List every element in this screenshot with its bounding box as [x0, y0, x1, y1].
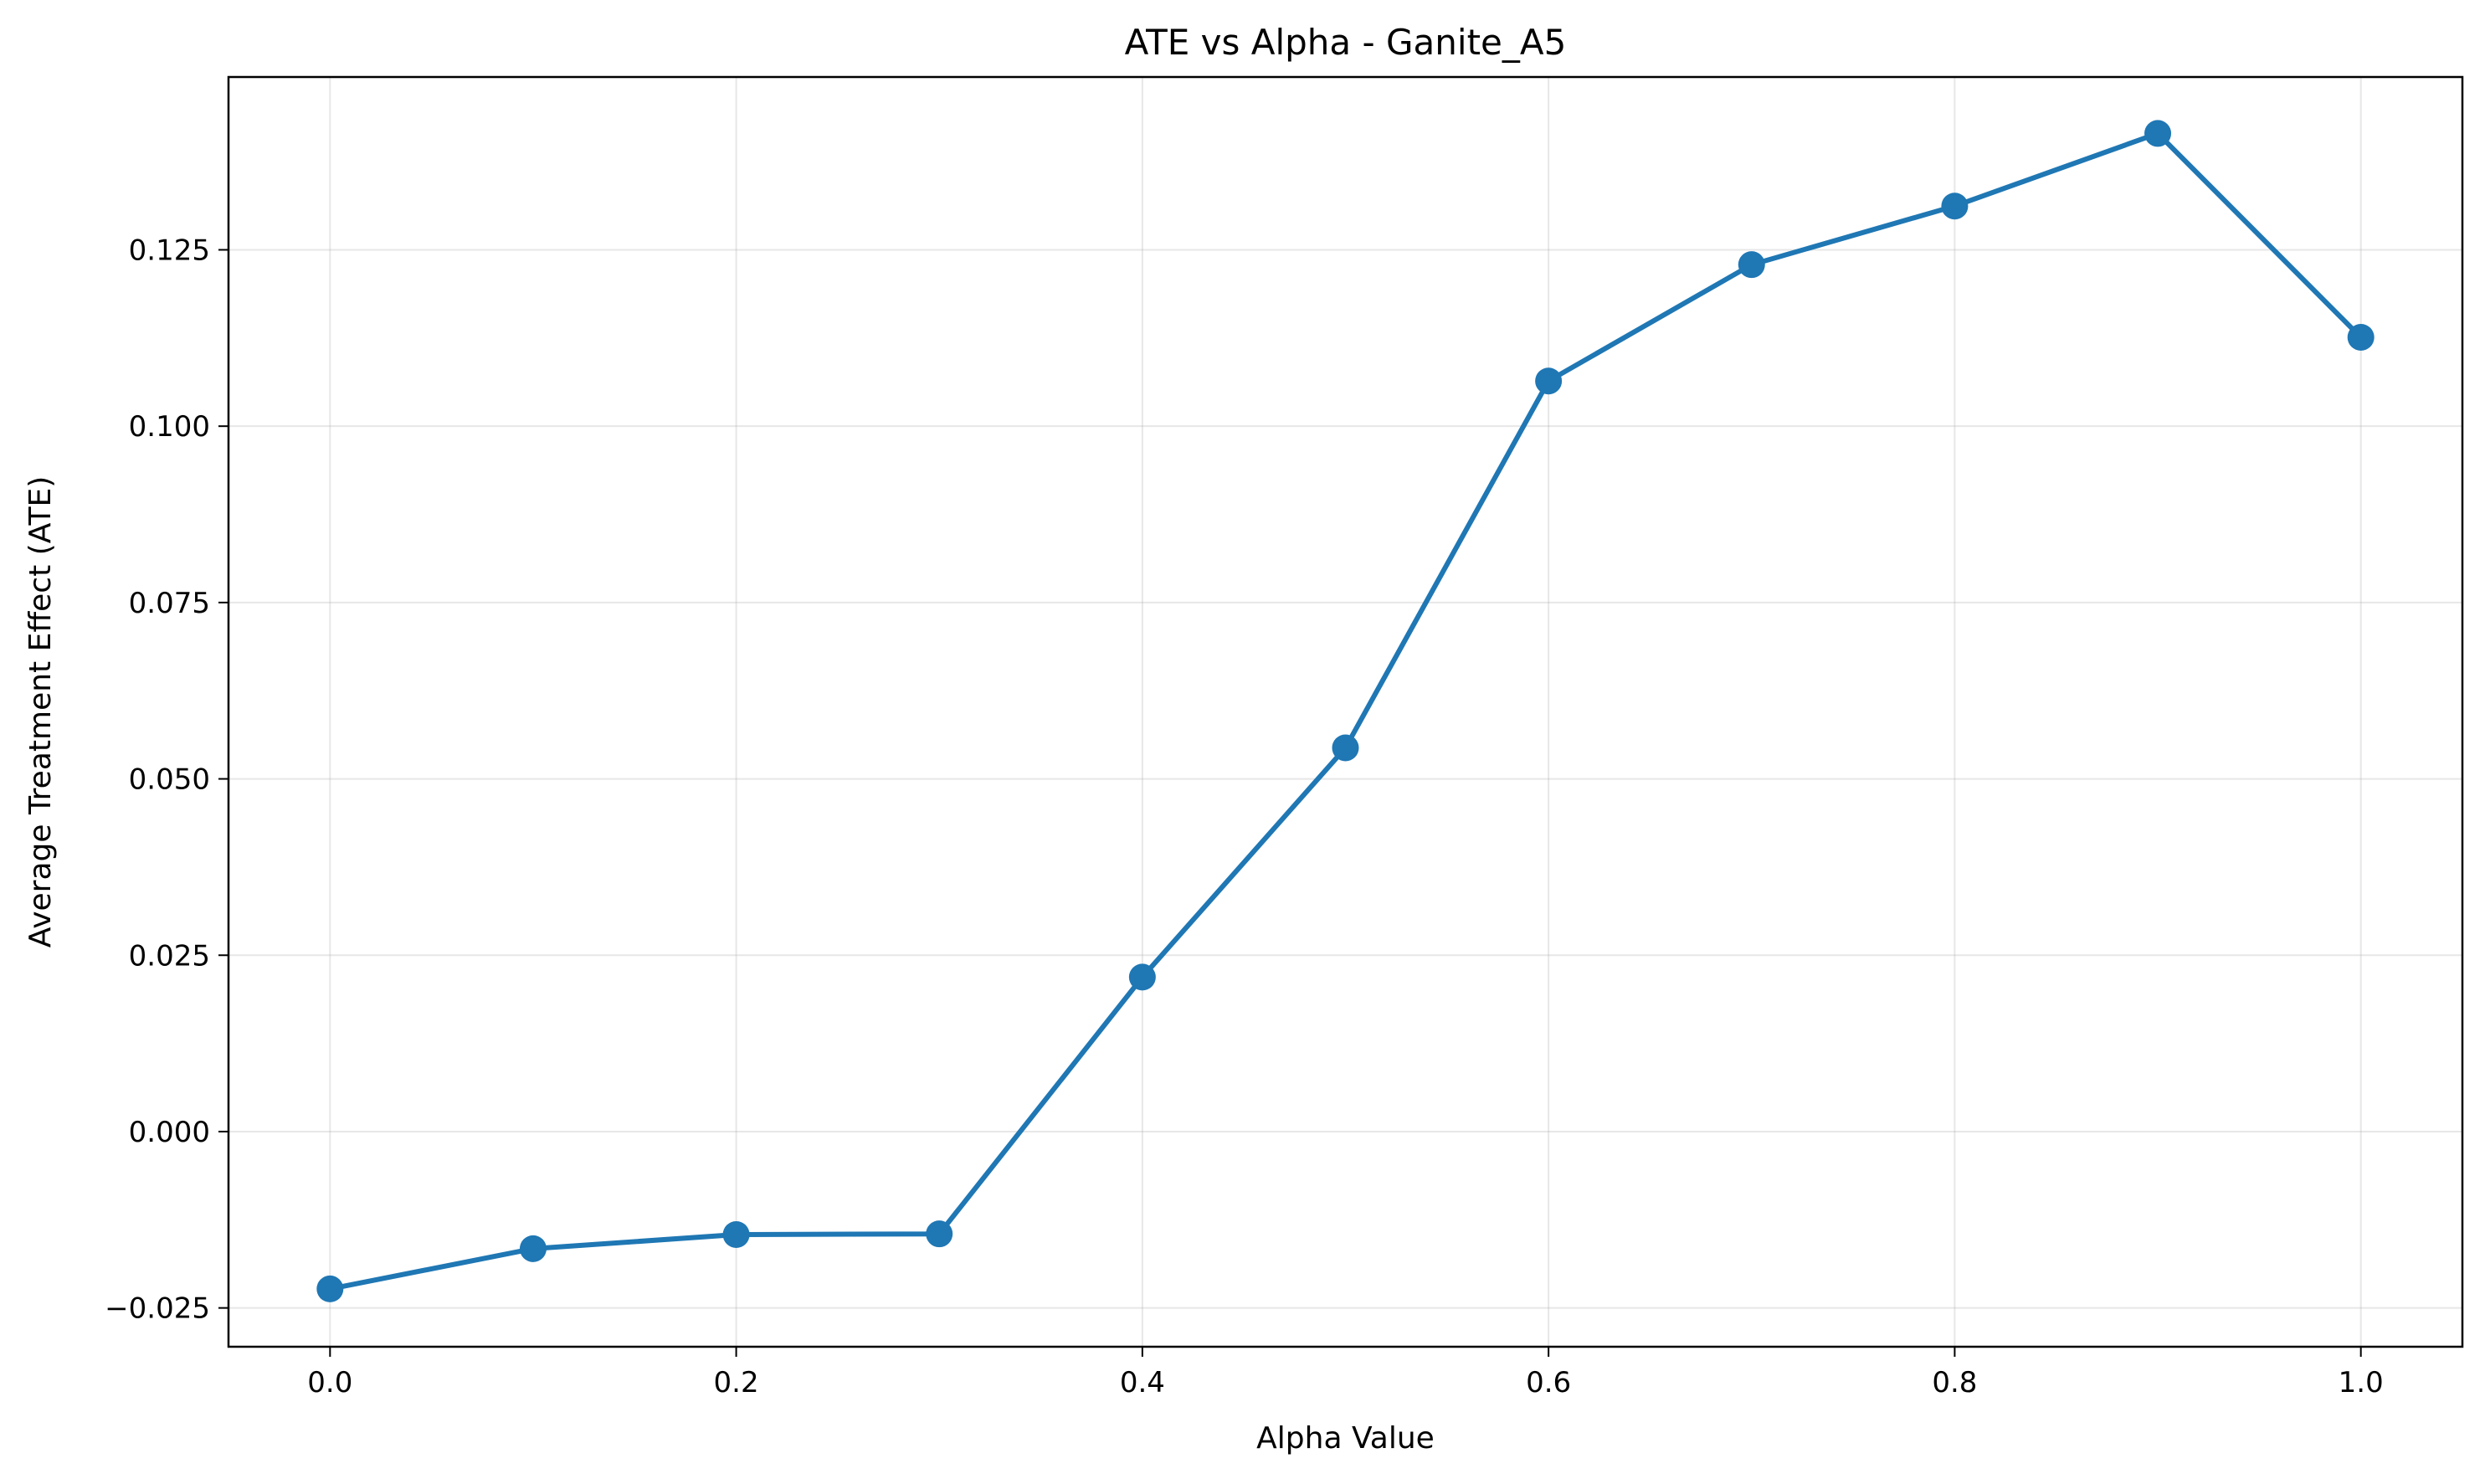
- y-tick-label: 0.075: [129, 587, 210, 620]
- y-axis-label: Average Treatment Effect (ATE): [23, 476, 58, 948]
- x-tick-label: 0.6: [1526, 1366, 1571, 1399]
- x-tick-label: 0.4: [1120, 1366, 1165, 1399]
- y-tick-label: 0.025: [129, 939, 210, 973]
- series-group: [316, 120, 2375, 1302]
- chart-title: ATE vs Alpha - Ganite_A5: [1125, 22, 1567, 63]
- x-tick-label: 1.0: [2339, 1366, 2384, 1399]
- x-tick-label: 0.0: [307, 1366, 352, 1399]
- x-tick-label: 0.2: [714, 1366, 759, 1399]
- data-point: [519, 1235, 547, 1262]
- y-tick-label: 0.125: [129, 234, 210, 267]
- plot-frame: [227, 75, 2464, 1348]
- data-point: [2144, 120, 2172, 147]
- data-point: [1128, 963, 1156, 991]
- y-tick-label: 0.000: [129, 1116, 210, 1149]
- data-point: [722, 1220, 750, 1248]
- x-tick-label: 0.8: [1932, 1366, 1977, 1399]
- data-point: [1941, 193, 1969, 220]
- axis-ticks: 0.0 0.2 0.4 0.6 0.8 1.0 −0.025 0.000 0.025 0.050 0…: [105, 234, 2384, 1399]
- grid-lines: [228, 77, 2462, 1347]
- x-axis-label: Alpha Value: [1256, 1421, 1435, 1456]
- data-point: [1738, 251, 1765, 279]
- y-tick-label: −0.025: [105, 1292, 210, 1326]
- data-point: [316, 1275, 344, 1302]
- y-tick-label: 0.050: [129, 763, 210, 797]
- data-point: [926, 1220, 953, 1248]
- data-point: [1332, 734, 1359, 762]
- data-point: [1535, 367, 1563, 395]
- data-point: [2347, 323, 2375, 351]
- y-tick-label: 0.100: [129, 410, 210, 444]
